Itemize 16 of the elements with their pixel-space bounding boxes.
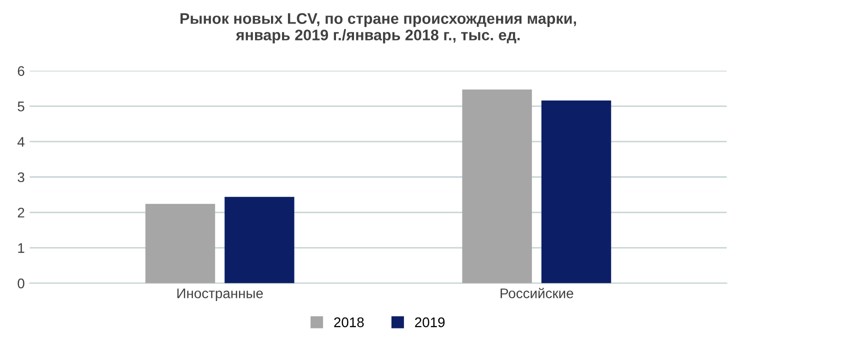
x-tick-label: Российские	[500, 288, 574, 298]
bar	[224, 196, 294, 284]
y-tick-label: 3	[18, 172, 24, 182]
x-tick-label: Иностранные	[177, 288, 263, 302]
y-tick-label: 1	[18, 243, 24, 253]
legend-label: 2018	[334, 317, 364, 328]
bar	[541, 100, 612, 284]
y-tick-label: 5	[18, 102, 24, 112]
chart-title: Рынок новых LCV, по стране происхождения марки, январь 2019 г./январь 2018 г., тыс. ед.	[180, 13, 576, 44]
bar	[462, 90, 532, 284]
bar	[145, 204, 216, 284]
y-tick-label: 2	[18, 208, 24, 218]
y-tick-label: 6	[18, 66, 24, 76]
y-tick-label: 0	[18, 278, 24, 288]
legend-label: 2019	[415, 317, 445, 328]
y-tick-label: 4	[17, 137, 24, 147]
